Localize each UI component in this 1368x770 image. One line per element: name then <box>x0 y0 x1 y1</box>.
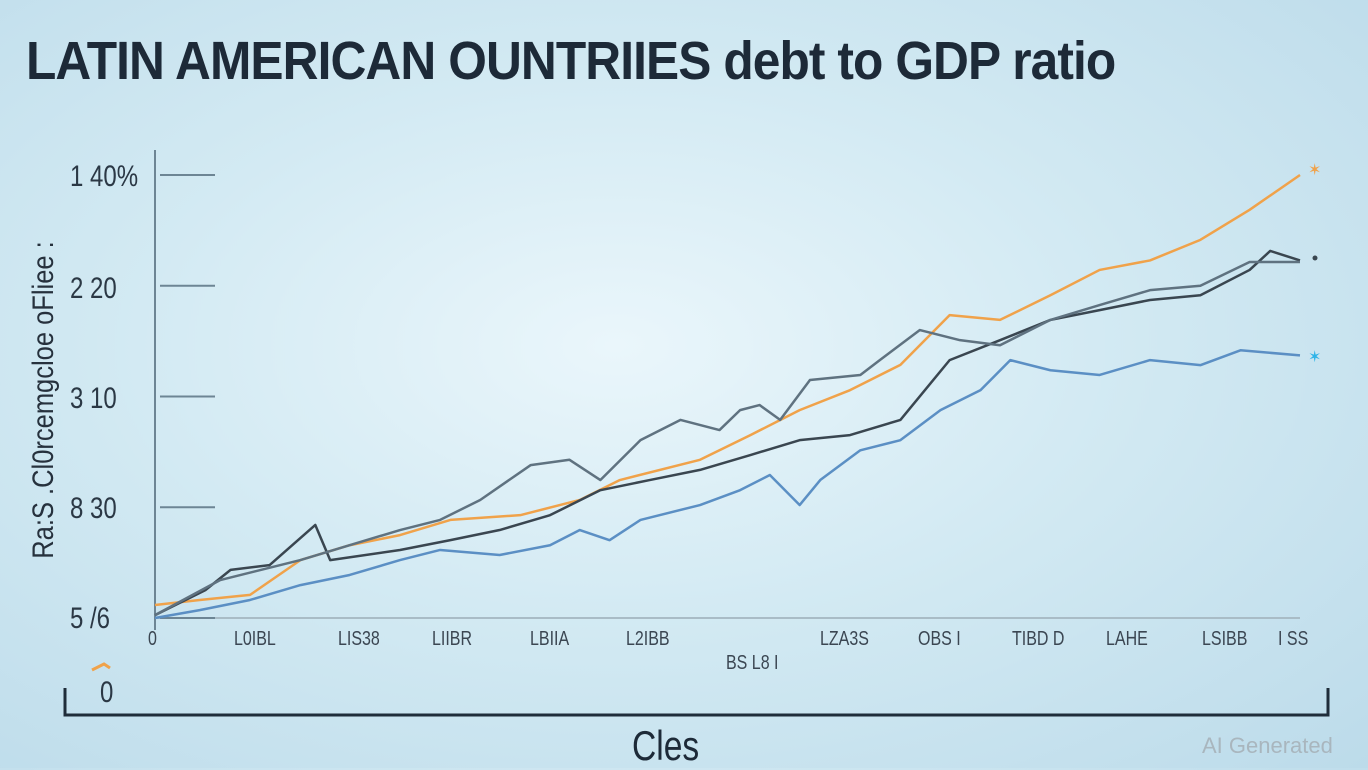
series-line-slate-gray <box>154 260 1300 617</box>
x-tick-label: TIBD D <box>1012 628 1065 650</box>
x-tick-label: L0IBL <box>234 628 276 650</box>
x-tick-label: LIS38 <box>338 628 380 650</box>
x-tick-label: BS L8 I <box>726 652 779 674</box>
x-tick-label: LZA3S <box>820 628 869 650</box>
y-tick-label: 0 <box>100 676 114 709</box>
blue-end-marker: ✶ <box>1308 349 1321 366</box>
y-tick-label: 2 20 <box>70 272 117 305</box>
x-tick-label: LIIBR <box>432 628 473 650</box>
y-tick-label: 5 /6 <box>70 602 111 635</box>
series-line-blue <box>154 349 1301 620</box>
gray-end-marker <box>1312 255 1318 261</box>
x-tick-label: LBIIA <box>530 628 570 650</box>
y-tick-label: 1 40% <box>70 160 139 193</box>
orange-legend-mark <box>91 662 111 672</box>
watermark: AI Generated <box>1202 733 1333 758</box>
series-line-orange <box>154 173 1301 607</box>
x-tick-label: I SS <box>1278 628 1309 650</box>
series-line-dark-gray <box>154 249 1301 617</box>
orange-end-marker: ✶ <box>1308 162 1321 179</box>
bottom-bracket <box>63 688 1330 717</box>
x-axis-label: Cles <box>632 722 700 769</box>
x-tick-label: LSIBB <box>1202 628 1248 650</box>
x-tick-label: 0 <box>148 628 157 650</box>
y-tick-label: 8 30 <box>70 492 117 525</box>
x-tick-label: LAHE <box>1106 628 1148 650</box>
y-tick-label: 3 10 <box>70 382 117 415</box>
x-tick-label: L2IBB <box>626 628 670 650</box>
chart-title: LATIN AMERICAN OUNTRIIES debt to GDP rat… <box>26 31 1116 91</box>
x-tick-label: OBS I <box>918 628 961 650</box>
